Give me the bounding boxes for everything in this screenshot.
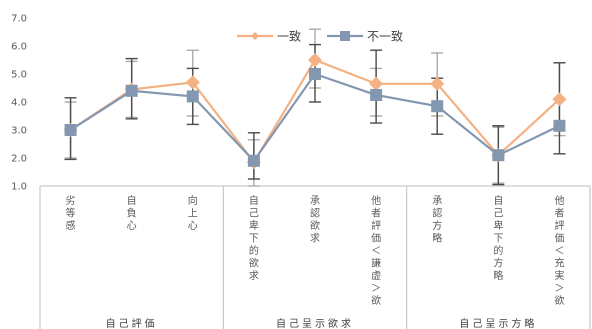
y-tick-label: 1.0 [11,182,27,193]
y-tick-label: 5.0 [11,70,27,81]
y-tick-label: 2.0 [11,154,27,165]
data-point [492,149,505,162]
data-point [308,53,322,67]
category-label: 劣等感 [66,194,76,232]
legend-label: 不一致 [367,30,403,44]
x-axis: 劣等感 自負心 向上心 自己卑下的欲求 承認欲求 他者評価＜謙虚＞欲 承認方略 自己卑下的方略… [39,185,591,329]
group-label: 自己呈示方略 [459,317,537,329]
group-label: 自己評価 [106,317,158,329]
data-point [431,100,444,113]
legend-entry: 一致 [237,30,301,44]
category-label: 承認欲求 [310,195,320,245]
data-point [186,90,199,103]
data-point [552,92,567,107]
data-point [64,124,77,136]
data-point [309,68,321,80]
data-point [370,89,383,101]
legend-entry: 不一致 [327,30,403,44]
data-point [430,76,445,91]
category-label: 自己卑下的方略 [493,194,503,282]
category-label: 自己卑下的欲求 [249,194,259,282]
y-tick-label: 3.0 [11,126,27,137]
y-tick-label: 6.0 [11,42,27,53]
y-tick-label: 7.0 [11,14,27,25]
data-point [369,76,384,91]
y-tick-label: 4.0 [11,98,27,109]
group-label: 自己呈示欲求 [276,317,354,329]
data-point [553,119,566,132]
data-point [185,75,200,90]
category-label: 向上心 [188,194,198,232]
category-label: 他者評価＜充実＞欲 [554,194,564,307]
y-axis: 1.0 2.0 3.0 4.0 5.0 6.0 7.0 [11,14,27,193]
error-bars [64,28,566,187]
legend-label: 一致 [277,30,301,44]
series-markers [63,53,567,170]
data-point [125,84,138,97]
category-label: 自負心 [127,194,137,232]
legend: 一致 不一致 [237,30,403,44]
data-point [247,154,260,167]
legend-swatch-marker [251,32,259,40]
category-label: 承認方略 [432,195,442,245]
category-label: 他者評価＜謙虚＞欲 [371,194,381,307]
error-bar [553,62,566,155]
legend-swatch-marker [340,31,350,41]
